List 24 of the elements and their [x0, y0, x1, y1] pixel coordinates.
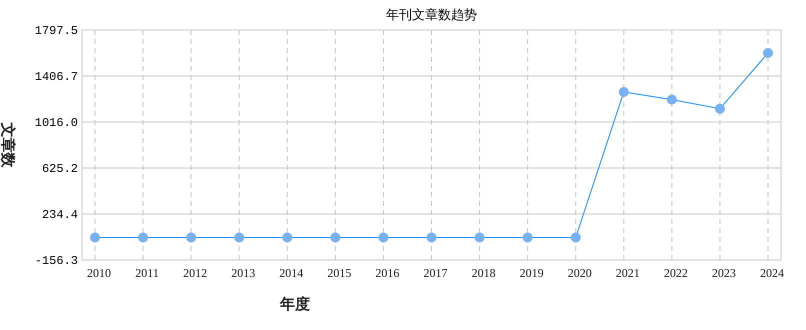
x-tick-label: 2018 — [472, 266, 496, 280]
y-tick-label: 1406.7 — [34, 70, 78, 84]
x-tick-label: 2012 — [183, 266, 208, 280]
y-tick-label: 1016.0 — [34, 116, 78, 130]
x-tick-label: 2014 — [279, 266, 304, 280]
x-axis-title: 年度 — [279, 295, 310, 313]
x-tick-label: 2022 — [664, 266, 688, 280]
chart-title: 年刊文章数趋势 — [386, 7, 477, 22]
x-tick-label: 2016 — [375, 266, 400, 280]
x-tick-label: 2015 — [327, 266, 352, 280]
y-tick-label: 234.4 — [42, 208, 78, 222]
y-axis-title: 文章数 — [0, 122, 17, 168]
x-tick-label: 2013 — [231, 266, 256, 280]
x-tick-label: 2023 — [712, 266, 736, 280]
x-tick-label: 2021 — [616, 266, 640, 280]
y-tick-label: 625.2 — [42, 162, 78, 176]
y-tick-label: 1797.5 — [34, 24, 78, 38]
x-tick-label: 2017 — [424, 266, 448, 280]
y-tick-label: -156.3 — [34, 254, 78, 268]
x-tick-label: 2020 — [568, 266, 592, 280]
x-tick-label: 2010 — [87, 266, 111, 280]
x-tick-label: 2019 — [520, 266, 544, 280]
x-tick-label: 2024 — [760, 266, 784, 280]
x-tick-label: 2011 — [135, 266, 159, 280]
